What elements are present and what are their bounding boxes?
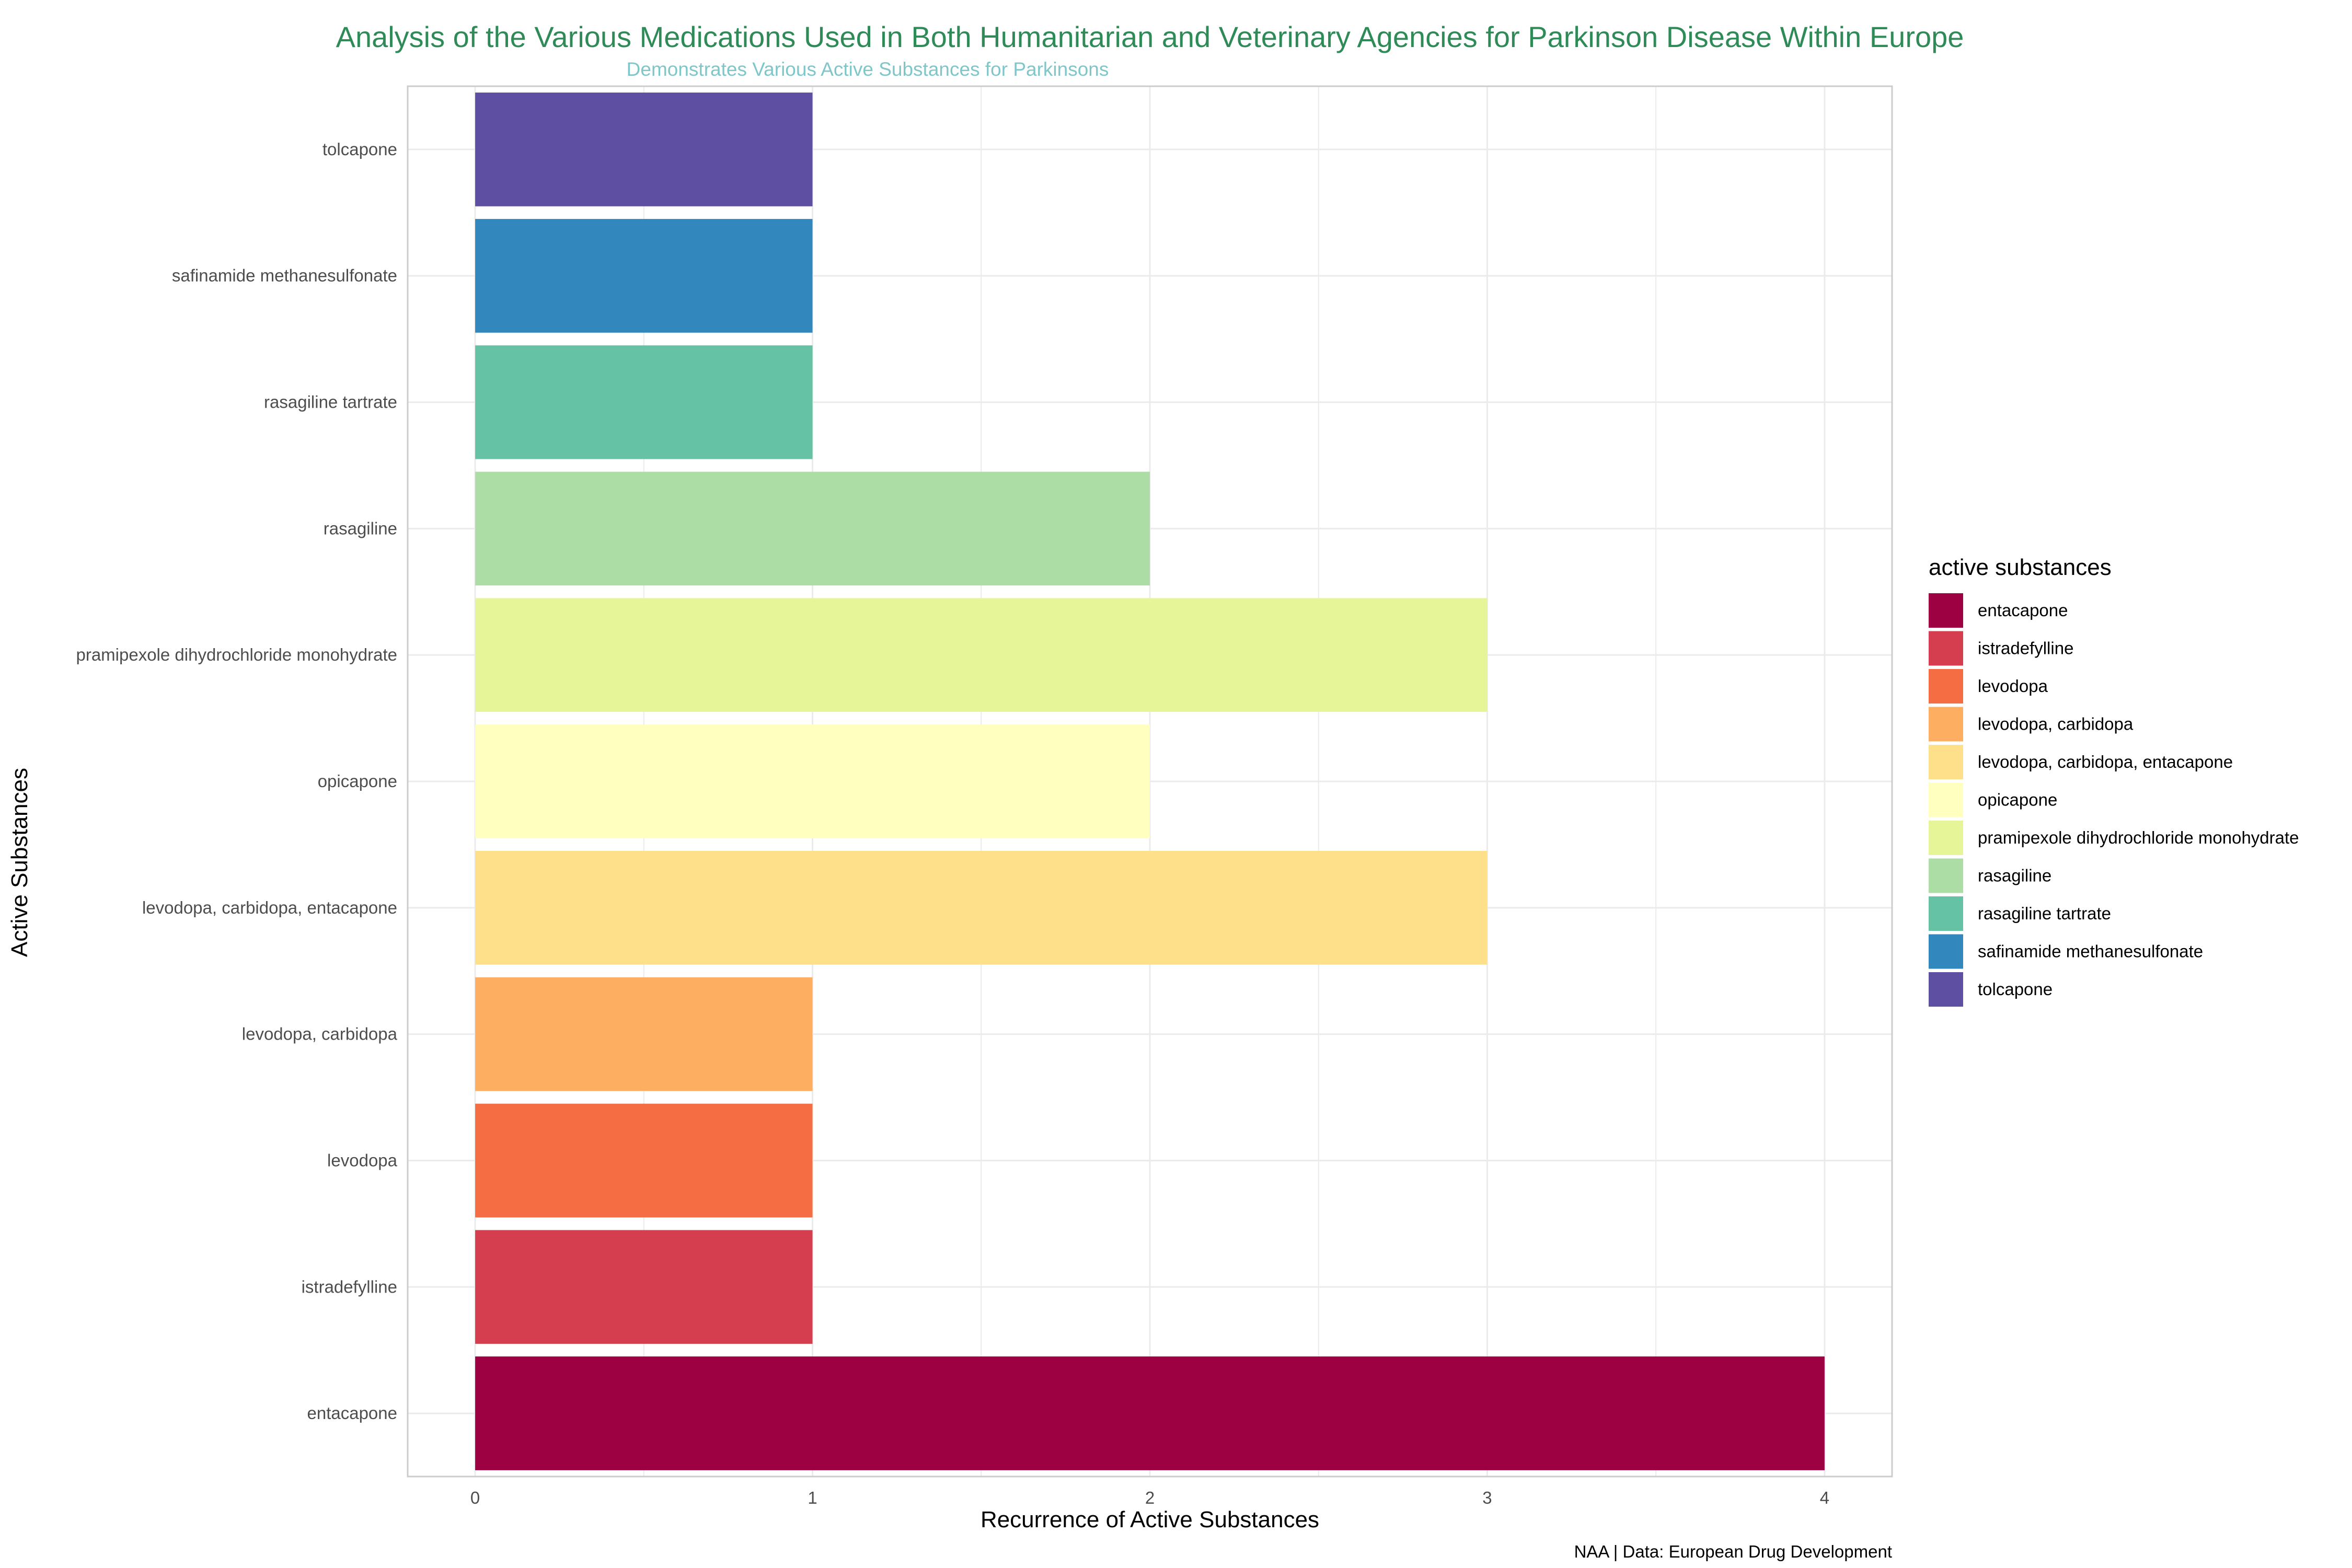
y-tick-label: tolcapone <box>322 140 397 159</box>
bar-istradefylline <box>475 1230 813 1344</box>
x-tick-label: 2 <box>1145 1488 1155 1507</box>
x-tick-label: 3 <box>1482 1488 1492 1507</box>
legend-key <box>1929 707 1963 742</box>
y-tick-label: levodopa, carbidopa <box>242 1024 398 1044</box>
bar-tolcapone <box>475 93 813 206</box>
bar-rasagiline <box>475 471 1150 586</box>
x-tick-label: 4 <box>1820 1488 1829 1507</box>
y-tick-label: levodopa, carbidopa, entacapone <box>142 898 397 917</box>
y-tick-label: pramipexole dihydrochloride monohydrate <box>76 645 397 664</box>
legend-label: levodopa, carbidopa <box>1978 714 2134 734</box>
y-tick-label: levodopa <box>327 1150 398 1170</box>
legend-items: entacapone istradefylline levodopa levodopa… <box>1929 593 2299 1007</box>
panel-border <box>407 85 1893 1478</box>
caption: NAA | Data: European Drug Development <box>1574 1542 1892 1561</box>
legend-label: opicapone <box>1978 790 2057 810</box>
legend: active substances entacapone istradefylli… <box>1929 555 2299 1007</box>
x-tick-label: 1 <box>808 1488 817 1507</box>
x-axis-title: Recurrence of Active Substances <box>981 1507 1319 1532</box>
legend-key <box>1929 821 1963 855</box>
bar-entacapone <box>475 1356 1825 1470</box>
y-tick-label: istradefylline <box>302 1277 397 1296</box>
bar-safinamide-methanesulfonate <box>475 218 813 333</box>
legend-label: entacapone <box>1978 601 2068 620</box>
legend-label: rasagiline <box>1978 866 2051 885</box>
x-tick-labels: 0 1 2 3 4 <box>470 1488 1829 1507</box>
legend-key <box>1929 593 1963 628</box>
y-tick-label: safinamide methanesulfonate <box>172 266 397 285</box>
bar-rasagiline-tartrate <box>475 345 813 459</box>
x-tick-label: 0 <box>470 1488 480 1507</box>
y-tick-label: rasagiline tartrate <box>264 393 397 412</box>
legend-title: active substances <box>1929 555 2112 580</box>
y-tick-label: rasagiline <box>324 518 397 538</box>
legend-key <box>1929 896 1963 931</box>
y-axis-title: Active Substances <box>7 768 32 957</box>
bar-levodopa-carbidopa-entacapone <box>475 851 1488 965</box>
legend-key <box>1929 972 1963 1007</box>
legend-key <box>1929 631 1963 666</box>
legend-label: istradefylline <box>1978 639 2073 658</box>
legend-label: levodopa <box>1978 676 2048 696</box>
y-tick-label: opicapone <box>318 771 397 791</box>
legend-label: tolcapone <box>1978 979 2053 999</box>
bar-levodopa <box>475 1103 813 1218</box>
legend-label: safinamide methanesulfonate <box>1978 942 2203 961</box>
legend-key <box>1929 669 1963 704</box>
bars <box>475 93 1825 1470</box>
bar-levodopa-carbidopa <box>475 977 813 1091</box>
y-tick-label: entacapone <box>307 1403 398 1423</box>
legend-label: pramipexole dihydrochloride monohydrate <box>1978 828 2299 847</box>
legend-key <box>1929 934 1963 969</box>
y-tick-labels: entacapone istradefylline levodopa levodopa… <box>76 140 397 1423</box>
chart-subtitle: Demonstrates Various Active Substances f… <box>627 59 1109 80</box>
chart-title: Analysis of the Various Medications Used… <box>336 20 1964 53</box>
bar-opicapone <box>475 724 1150 838</box>
legend-key <box>1929 745 1963 779</box>
legend-label: levodopa, carbidopa, entacapone <box>1978 752 2233 771</box>
legend-key <box>1929 858 1963 893</box>
legend-key <box>1929 782 1963 817</box>
legend-label: rasagiline tartrate <box>1978 904 2111 923</box>
bar-pramipexole-dihydrochloride-monohydrate <box>475 598 1488 712</box>
